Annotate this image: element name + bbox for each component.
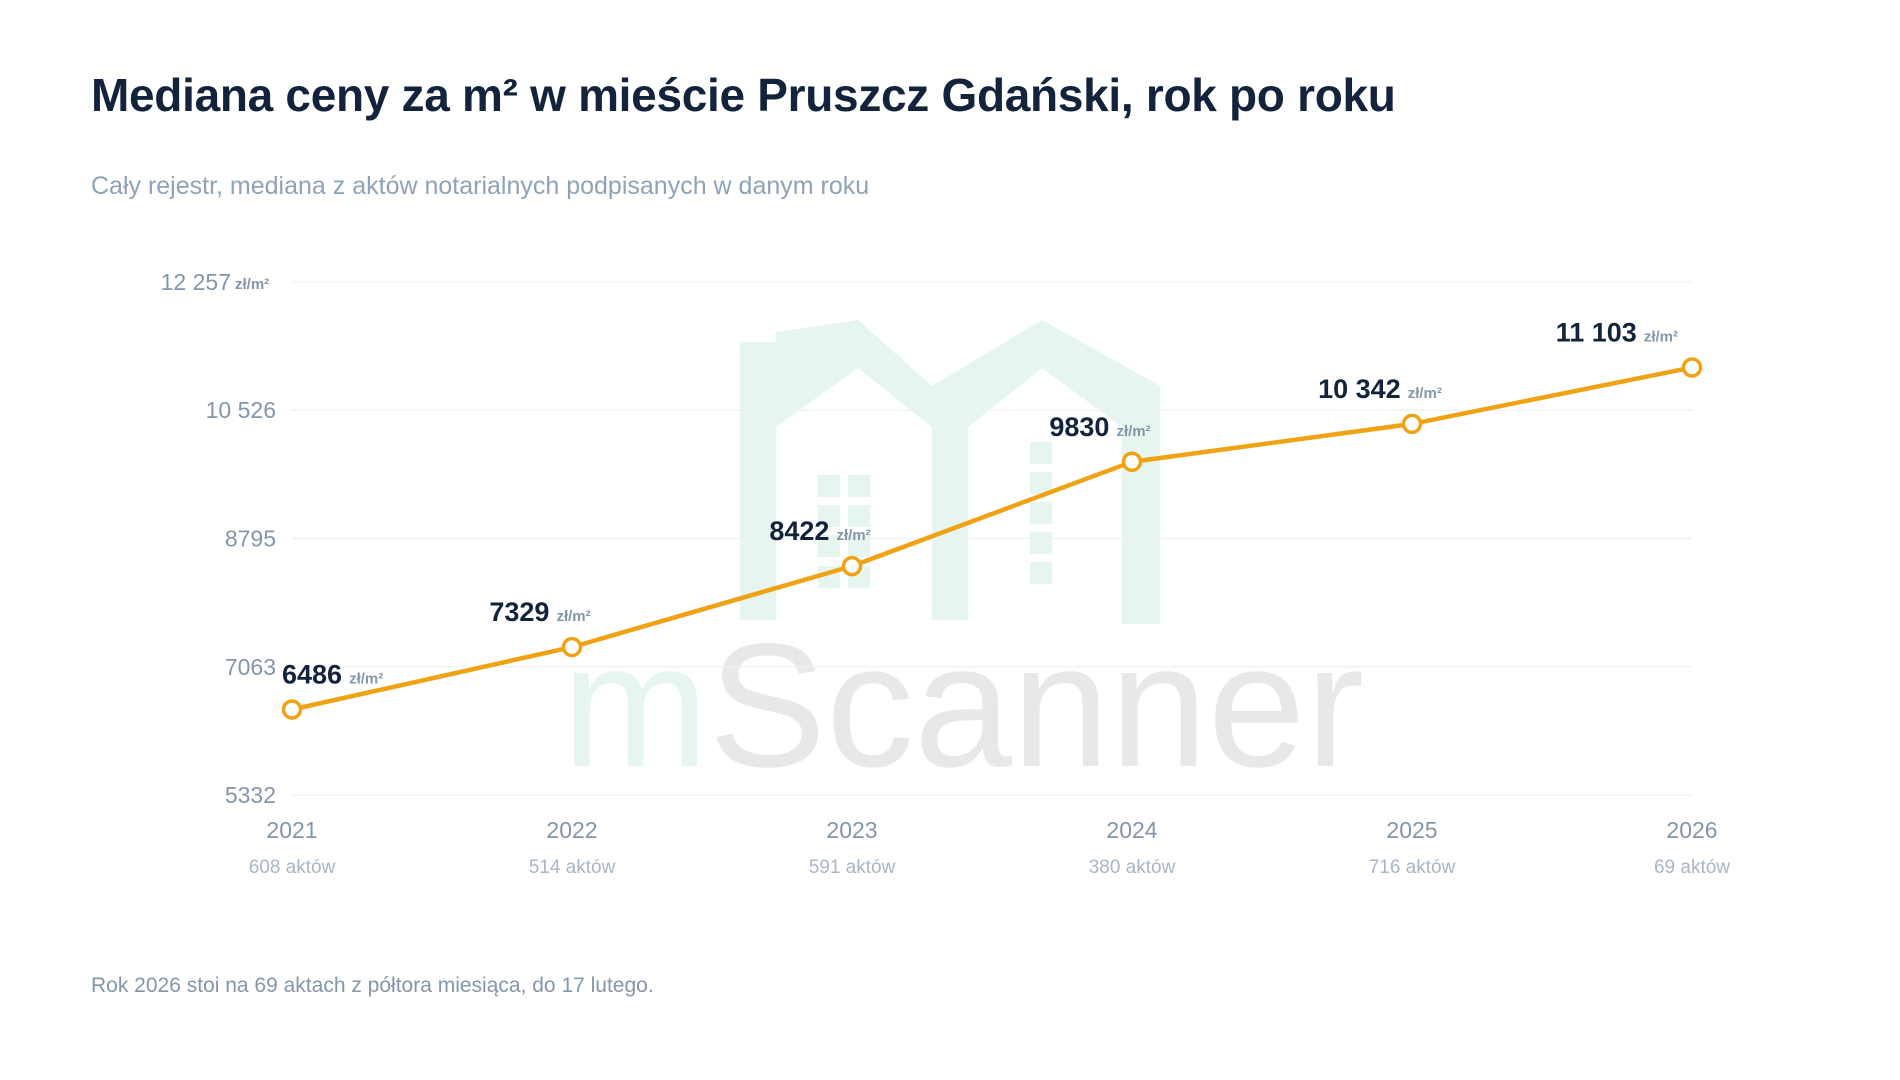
data-point xyxy=(1681,357,1703,378)
chart-title: Mediana ceny za m² w mieście Pruszcz Gda… xyxy=(91,69,1396,121)
data-label: 10 342 zł/m² xyxy=(1318,374,1442,404)
x-tick-sublabel: 380 aktów xyxy=(1089,857,1176,878)
data-point xyxy=(281,699,303,720)
x-tick-label: 2024 xyxy=(1106,817,1157,843)
y-tick-label: 7063 xyxy=(225,654,276,680)
y-tick-label: 5332 xyxy=(225,782,276,808)
data-point xyxy=(1401,413,1423,435)
x-tick-sublabel: 69 aktów xyxy=(1654,857,1730,878)
series-line xyxy=(289,365,1695,712)
watermark: mScanner xyxy=(562,320,1364,804)
watermark-text: mScanner xyxy=(562,608,1364,804)
data-label: 9830 zł/m² xyxy=(1049,412,1150,442)
chart-subtitle: Cały rejestr, mediana z aktów notarialny… xyxy=(91,172,870,200)
chart-footnote: Rok 2026 stoi na 69 aktach z półtora mie… xyxy=(91,974,654,997)
data-labels: 6486 zł/m² 7329 zł/m² 8422 zł/m² 9830 zł/m² 10 3… xyxy=(282,317,1678,689)
x-axis: 2021 608 aktów 2022 514 aktów 2023 591 aktów 2… xyxy=(249,817,1731,878)
x-tick-label: 2022 xyxy=(546,817,597,843)
y-tick-label: 12 257 xyxy=(161,269,231,295)
data-point xyxy=(561,636,583,658)
y-tick-label: 8795 xyxy=(225,525,276,551)
x-tick-label: 2026 xyxy=(1666,817,1717,843)
y-axis: 5332 7063 8795 10 526 12 257 zł/m² xyxy=(161,269,276,808)
data-point xyxy=(1121,451,1143,473)
x-tick-sublabel: 608 aktów xyxy=(249,857,336,878)
data-label: 11 103 zł/m² xyxy=(1556,317,1678,347)
grid-lines xyxy=(292,281,1692,796)
data-label: 6486 zł/m² xyxy=(282,660,383,690)
x-tick-label: 2021 xyxy=(266,817,317,843)
x-tick-sublabel: 591 aktów xyxy=(809,857,896,878)
data-point xyxy=(841,555,863,577)
x-tick-label: 2025 xyxy=(1386,817,1437,843)
y-tick-unit: zł/m² xyxy=(235,276,269,293)
x-tick-label: 2023 xyxy=(826,817,877,843)
watermark-house-icon xyxy=(740,320,1160,624)
data-label: 8422 zł/m² xyxy=(769,516,870,546)
data-series xyxy=(281,357,1703,720)
x-tick-sublabel: 716 aktów xyxy=(1369,857,1456,878)
x-tick-sublabel: 514 aktów xyxy=(529,857,616,878)
data-label: 7329 zł/m² xyxy=(489,597,590,627)
y-tick-label: 10 526 xyxy=(206,397,276,423)
